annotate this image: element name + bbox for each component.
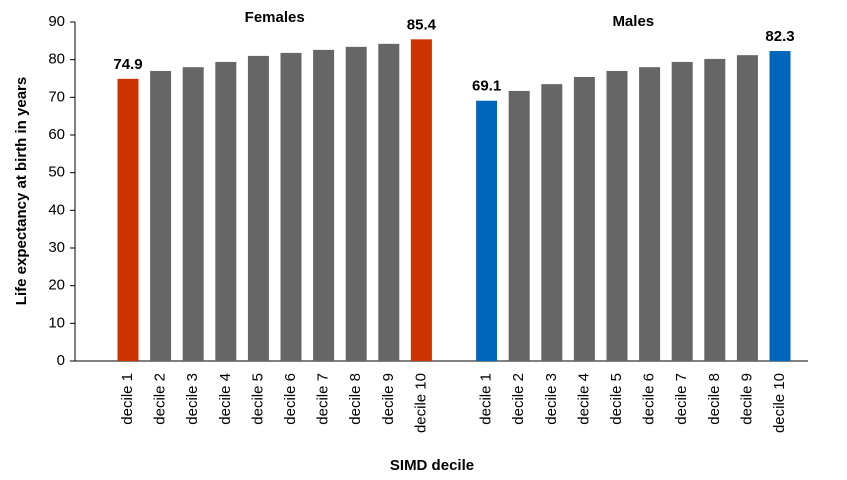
- x-tick-label: decile 1: [478, 373, 495, 425]
- x-tick-label: decile 2: [510, 373, 527, 425]
- bar: [573, 76, 595, 361]
- data-label: 74.9: [113, 56, 142, 73]
- group-label: Females: [245, 9, 305, 26]
- x-tick-label: decile 3: [543, 373, 560, 425]
- bar: [508, 90, 530, 362]
- x-tick-label: decile 3: [184, 373, 201, 425]
- y-tick-label: 40: [48, 201, 65, 218]
- bar: [671, 61, 693, 361]
- group-label: Males: [612, 13, 654, 30]
- bar: [704, 58, 726, 362]
- y-tick-label: 0: [57, 352, 65, 369]
- x-tick-label: decile 6: [641, 373, 658, 425]
- bar: [476, 100, 498, 362]
- x-tick-label: decile 10: [412, 373, 429, 433]
- x-tick-label: decile 9: [738, 373, 755, 425]
- x-tick-label: decile 8: [347, 373, 364, 425]
- data-label: 82.3: [765, 28, 794, 45]
- bar: [313, 49, 335, 362]
- x-axis-label: SIMD decile: [390, 457, 474, 474]
- bar: [345, 46, 367, 362]
- x-tick-label: decile 10: [771, 373, 788, 433]
- y-tick-label: 10: [48, 314, 65, 331]
- y-tick-label: 30: [48, 239, 65, 256]
- bar: [541, 84, 563, 362]
- x-tick-label: decile 9: [380, 373, 397, 425]
- data-label: 69.1: [472, 78, 501, 95]
- bar: [182, 67, 204, 361]
- y-tick-label: 20: [48, 277, 65, 294]
- bar: [639, 67, 661, 361]
- x-tick-label: decile 8: [706, 373, 723, 425]
- x-tick-label: decile 1: [119, 373, 136, 425]
- x-tick-label: decile 2: [152, 373, 169, 425]
- data-label: 85.4: [407, 16, 437, 33]
- bar: [150, 70, 172, 361]
- x-tick-label: decile 4: [575, 373, 592, 425]
- y-tick-label: 60: [48, 126, 65, 143]
- x-tick-label: decile 5: [249, 373, 266, 425]
- bar: [247, 55, 269, 362]
- bar: [117, 78, 139, 362]
- bar: [215, 61, 237, 361]
- bar: [606, 70, 628, 361]
- bar: [736, 55, 758, 361]
- x-tick-label: decile 6: [282, 373, 299, 425]
- bar: [410, 39, 432, 362]
- y-tick-label: 50: [48, 164, 65, 181]
- y-tick-label: 90: [48, 13, 65, 30]
- x-tick-label: decile 4: [217, 373, 234, 425]
- bar: [769, 51, 791, 362]
- y-tick-label: 80: [48, 51, 65, 68]
- y-axis-label: Life expectancy at birth in years: [13, 77, 30, 305]
- bar: [378, 43, 400, 361]
- x-tick-label: decile 5: [608, 373, 625, 425]
- x-tick-label: decile 7: [673, 373, 690, 425]
- bar: [280, 52, 302, 362]
- y-tick-label: 70: [48, 88, 65, 105]
- x-tick-label: decile 7: [315, 373, 332, 425]
